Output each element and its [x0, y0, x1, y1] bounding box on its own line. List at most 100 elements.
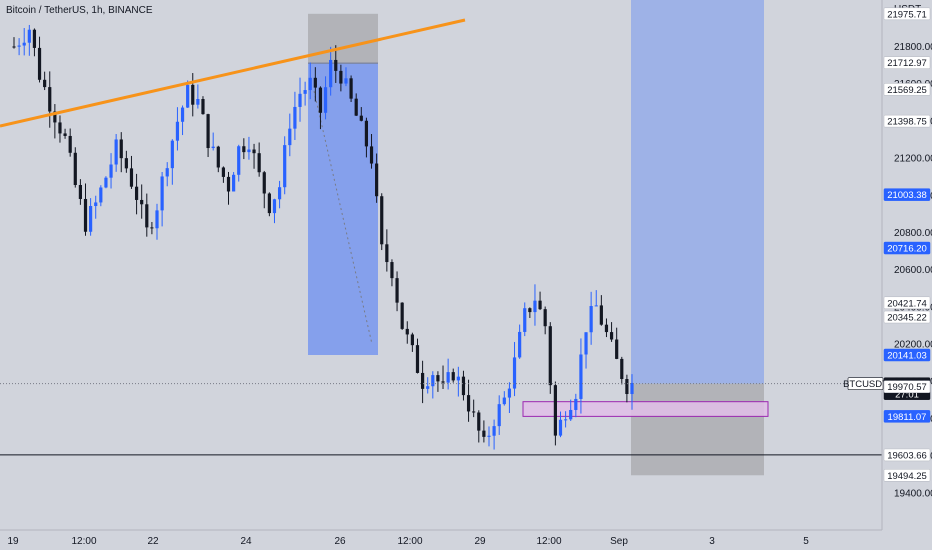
price-tag: [883, 83, 931, 96]
candle-body: [288, 128, 292, 146]
long-target-zone[interactable]: [631, 0, 764, 384]
candle-body: [487, 435, 491, 437]
candle-body: [134, 186, 139, 200]
candle-body: [318, 87, 323, 113]
candle-body: [512, 357, 517, 389]
candle-body: [83, 198, 88, 232]
candle-body: [277, 187, 282, 200]
candle-body: [431, 375, 435, 387]
candle-body: [226, 176, 231, 192]
candle-body: [329, 59, 333, 88]
time-tick-label: 12:00: [536, 536, 561, 547]
candle-body: [99, 187, 103, 203]
candle-body: [201, 99, 205, 115]
candle-body: [543, 309, 547, 327]
candle-body: [94, 202, 98, 207]
candle-body: [385, 244, 389, 263]
candle-body: [630, 382, 634, 395]
candle-body: [37, 47, 42, 80]
candle-body: [211, 146, 215, 149]
time-tick-label: 22: [147, 536, 159, 547]
candle-body: [175, 121, 180, 141]
time-tick-label: 12:00: [71, 536, 96, 547]
candle-body: [615, 339, 619, 359]
candle-body: [604, 324, 609, 333]
price-tag-value: 20421.74: [887, 298, 927, 309]
candle-body: [216, 146, 220, 168]
candle-body: [589, 306, 593, 333]
long-stop-zone[interactable]: [631, 383, 764, 476]
candle-body: [114, 139, 118, 165]
candle-body: [242, 146, 246, 153]
candle-body: [482, 430, 486, 437]
candle-body: [63, 133, 67, 136]
price-tick-label: 21800.00: [894, 42, 932, 53]
candle-body: [507, 388, 512, 398]
candle-body: [564, 419, 568, 421]
candle-body: [364, 120, 369, 147]
candle-body: [73, 152, 77, 186]
price-tick-label: 20600.00: [894, 265, 932, 276]
candle-body: [538, 300, 542, 310]
price-tag: [883, 296, 931, 310]
price-tag-value: 21975.71: [887, 9, 927, 20]
short-stop-zone[interactable]: [308, 13, 378, 63]
candle-body: [400, 302, 404, 329]
candle-body: [380, 196, 384, 245]
price-tag-value: 20345.22: [887, 313, 927, 324]
price-tick-label: 21200.00: [894, 154, 932, 165]
symbol-label: BTCUSDT: [843, 379, 888, 390]
time-tick-label: 26: [334, 536, 346, 547]
candle-body: [441, 381, 445, 383]
candle-body: [558, 419, 563, 436]
candle-body: [180, 107, 185, 122]
candle-body: [293, 106, 297, 129]
candle-body: [599, 305, 603, 325]
time-tick-label: 5: [803, 536, 809, 547]
candle-body: [523, 308, 527, 332]
candle-body: [339, 70, 343, 84]
candle-body: [553, 385, 557, 436]
candle-body: [446, 372, 450, 383]
countdown-timer: 27:01: [895, 390, 919, 401]
candle-body: [375, 163, 379, 197]
orange-trendline[interactable]: [0, 18, 466, 128]
price-tag-value: 21003.38: [887, 190, 927, 201]
candle-body: [344, 78, 348, 84]
candle-body: [186, 84, 190, 108]
candle-body: [298, 93, 302, 107]
price-tag-value: 21569.25: [887, 85, 927, 96]
candle-body: [257, 153, 261, 173]
price-tag: [883, 188, 931, 201]
candle-body: [221, 167, 226, 177]
candle-body: [477, 412, 481, 431]
short-target-zone[interactable]: [308, 62, 378, 356]
candle-body: [528, 308, 532, 313]
candle-body: [129, 168, 134, 187]
demand-zone[interactable]: [522, 401, 769, 417]
price-tag: [883, 310, 931, 324]
candle-body: [17, 45, 21, 47]
candle-body: [12, 46, 16, 48]
candle-body: [574, 398, 578, 410]
candle-body: [53, 111, 57, 123]
price-tick-label: 20200.00: [894, 340, 932, 351]
time-axis[interactable]: 19 12:00 22 24 26 12:00 29 12:00 Sep 3 5: [7, 536, 809, 547]
candle-body: [579, 354, 583, 399]
symbol-tag: [847, 377, 884, 390]
candle-body: [492, 426, 496, 436]
candle-body: [548, 326, 552, 386]
price-tag: [883, 469, 931, 482]
candle-body: [165, 168, 169, 177]
time-tick-label: Sep: [610, 536, 628, 547]
time-tick-label: 24: [240, 536, 252, 547]
candle-body: [283, 145, 287, 188]
time-tick-label: 3: [709, 536, 715, 547]
candle-body: [625, 378, 629, 395]
price-tag: [883, 56, 931, 69]
price-tag-value: 19811.07: [888, 412, 927, 423]
candle-body: [334, 59, 338, 71]
candle-body: [119, 139, 123, 159]
candle-body: [27, 29, 31, 43]
